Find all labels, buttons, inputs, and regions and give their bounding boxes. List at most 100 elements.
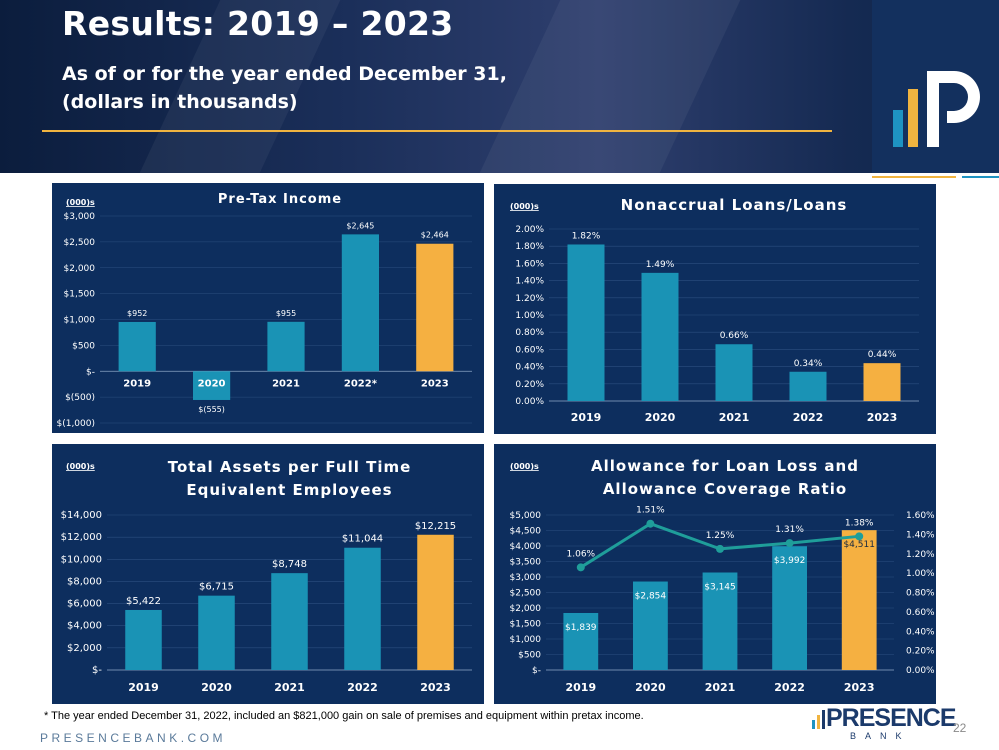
bar bbox=[417, 534, 454, 670]
subtitle-line-1: As of or for the year ended December 31, bbox=[62, 63, 507, 85]
bar bbox=[118, 321, 156, 372]
coverage-ratio-point bbox=[855, 532, 864, 541]
y-tick-label: $4,000 bbox=[510, 542, 542, 552]
bar-value-label: $1,839 bbox=[565, 623, 597, 633]
coverage-ratio-point bbox=[576, 563, 585, 572]
x-tick-label: 2019 bbox=[123, 378, 151, 389]
y-tick-label: $- bbox=[86, 367, 95, 377]
x-tick-label: 2020 bbox=[645, 411, 676, 424]
x-tick-label: 2021 bbox=[705, 681, 736, 694]
bar-value-label: $3,992 bbox=[774, 556, 806, 566]
x-tick-label: 2020 bbox=[198, 378, 226, 389]
x-tick-label: 2023 bbox=[421, 378, 449, 389]
chart-title: Pre-Tax Income bbox=[218, 192, 342, 207]
pretax-income-panel: (000)s Pre-Tax Income $3,000 $2,500 $2,000 $1… bbox=[52, 183, 484, 433]
y-tick-label: $2,000 bbox=[67, 643, 102, 654]
y-tick-label: 0.80% bbox=[515, 328, 544, 338]
bar bbox=[702, 572, 738, 670]
y-tick-label: $2,500 bbox=[510, 589, 542, 599]
bar-value-label: $3,145 bbox=[704, 583, 736, 593]
x-tick-label: 2019 bbox=[571, 411, 602, 424]
bar-value-label: $11,044 bbox=[342, 534, 383, 545]
bar bbox=[563, 612, 599, 670]
bar bbox=[125, 609, 162, 670]
units-note: (000)s bbox=[66, 198, 95, 207]
y-tick-label: $- bbox=[92, 665, 102, 676]
x-tick-label: 2022 bbox=[347, 681, 378, 694]
line-value-label: 1.25% bbox=[706, 531, 735, 541]
line-value-label: 1.51% bbox=[636, 506, 665, 516]
pretax-income-chart: (000)s Pre-Tax Income $3,000 $2,500 $2,000 $1… bbox=[56, 192, 472, 429]
y-tick-label: $1,000 bbox=[64, 316, 96, 326]
x-tick-label: 2019 bbox=[565, 681, 596, 694]
chart-title: Allowance Coverage Ratio bbox=[603, 480, 847, 498]
y-tick-label: $(1,000) bbox=[56, 419, 95, 429]
bar bbox=[271, 573, 308, 670]
bar-value-label: 0.44% bbox=[868, 350, 897, 360]
y-tick-label: 1.20% bbox=[515, 294, 544, 304]
allowance-panel: (000)s Allowance for Loan Loss and Allowan… bbox=[494, 444, 936, 704]
bar-value-label: $8,748 bbox=[272, 559, 307, 570]
y-tick-label: 0.60% bbox=[515, 345, 544, 355]
y2-tick-label: 1.60% bbox=[906, 511, 935, 521]
bar-value-label: $952 bbox=[127, 309, 147, 318]
chart-title: Allowance for Loan Loss and bbox=[591, 457, 859, 475]
brand-sub: BANK bbox=[850, 731, 911, 741]
bar bbox=[567, 244, 605, 401]
y-tick-label: $12,000 bbox=[61, 532, 102, 543]
bar bbox=[641, 272, 679, 401]
y-tick-label: 0.00% bbox=[515, 397, 544, 407]
y-tick-label: $3,000 bbox=[510, 573, 542, 583]
logo-rule-blue bbox=[962, 176, 999, 178]
line-value-label: 1.31% bbox=[775, 525, 804, 535]
x-tick-label: 2022 bbox=[774, 681, 805, 694]
bar-value-label: $2,854 bbox=[635, 592, 667, 602]
chart-title: Nonaccrual Loans/Loans bbox=[621, 196, 848, 214]
y-tick-label: $3,000 bbox=[64, 212, 96, 222]
presence-logo-box bbox=[872, 0, 999, 173]
y2-tick-label: 1.20% bbox=[906, 550, 935, 560]
bar bbox=[715, 344, 753, 401]
brand-name: PRESENCE bbox=[826, 704, 957, 732]
y-tick-label: $1,500 bbox=[64, 290, 96, 300]
x-tick-label: 2021 bbox=[274, 681, 305, 694]
bar-value-label: $2,645 bbox=[346, 221, 374, 230]
y-tick-label: $3,500 bbox=[510, 558, 542, 568]
bar bbox=[841, 530, 877, 670]
bar-value-label: $2,464 bbox=[421, 231, 449, 240]
y-tick-label: $500 bbox=[72, 341, 95, 351]
y-tick-label: $2,500 bbox=[64, 238, 96, 248]
y2-tick-label: 0.60% bbox=[906, 608, 935, 618]
x-tick-label: 2021 bbox=[719, 411, 750, 424]
bar bbox=[341, 234, 379, 372]
y-tick-label: $(500) bbox=[65, 393, 95, 403]
assets-per-fte-chart: (000)s Total Assets per Full Time Equivale… bbox=[61, 458, 472, 694]
bar-value-label: $4,511 bbox=[843, 540, 875, 550]
bar-value-label: $12,215 bbox=[415, 521, 456, 532]
line-value-label: 1.06% bbox=[567, 549, 596, 559]
chart-title: Equivalent Employees bbox=[186, 481, 392, 499]
bar bbox=[267, 321, 305, 372]
y-tick-label: $4,000 bbox=[67, 621, 102, 632]
y-tick-label: 1.40% bbox=[515, 277, 544, 287]
coverage-ratio-point bbox=[716, 544, 724, 553]
x-tick-label: 2023 bbox=[844, 681, 875, 694]
website-link[interactable]: PRESENCEBANK.COM bbox=[40, 731, 227, 745]
bar-value-label: $5,422 bbox=[126, 596, 161, 607]
subtitle-line-2: (dollars in thousands) bbox=[62, 91, 298, 113]
bar bbox=[344, 547, 381, 670]
bar-value-label: 0.34% bbox=[794, 359, 823, 369]
x-tick-label: 2019 bbox=[128, 681, 159, 694]
units-note: (000)s bbox=[510, 462, 539, 471]
bar bbox=[772, 546, 807, 670]
y-tick-label: $10,000 bbox=[61, 554, 102, 565]
logo-rule-gold bbox=[872, 176, 956, 178]
bar bbox=[193, 371, 231, 400]
y-tick-label: 0.40% bbox=[515, 363, 544, 373]
footnote: * The year ended December 31, 2022, incl… bbox=[44, 710, 644, 722]
assets-per-fte-panel: (000)s Total Assets per Full Time Equivale… bbox=[52, 444, 484, 704]
x-tick-label: 2021 bbox=[272, 378, 300, 389]
x-tick-label: 2022 bbox=[793, 411, 824, 424]
coverage-ratio-point bbox=[646, 519, 655, 528]
y2-tick-label: 1.40% bbox=[906, 530, 935, 540]
